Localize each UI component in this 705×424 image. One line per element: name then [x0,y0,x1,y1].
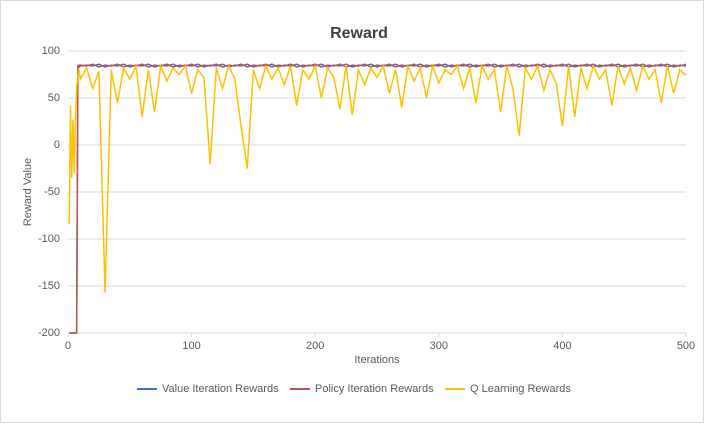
x-tick-label: 500 [677,340,695,352]
x-tick-label: 0 [65,340,71,352]
legend-label: Value Iteration Rewards [162,383,279,395]
x-tick-label: 200 [306,340,324,352]
legend-label: Policy Iteration Rewards [315,383,434,395]
y-tick-label: 0 [54,139,60,151]
x-axis-label: Iterations [354,354,400,366]
y-tick-label: 50 [48,92,60,104]
x-tick-label: 400 [553,340,571,352]
y-tick-label: -50 [44,186,60,198]
legend-label: Q Learning Rewards [470,383,571,395]
y-tick-label: -150 [38,280,60,292]
y-tick-label: -100 [38,233,60,245]
y-tick-label: 100 [42,45,60,57]
y-axis-label: Reward Value [22,158,34,226]
series-line [68,63,687,293]
x-tick-label: 300 [430,340,448,352]
series-line [69,63,687,334]
chart-title: Reward [330,25,388,42]
y-tick-label: -200 [38,327,60,339]
x-tick-label: 100 [182,340,200,352]
